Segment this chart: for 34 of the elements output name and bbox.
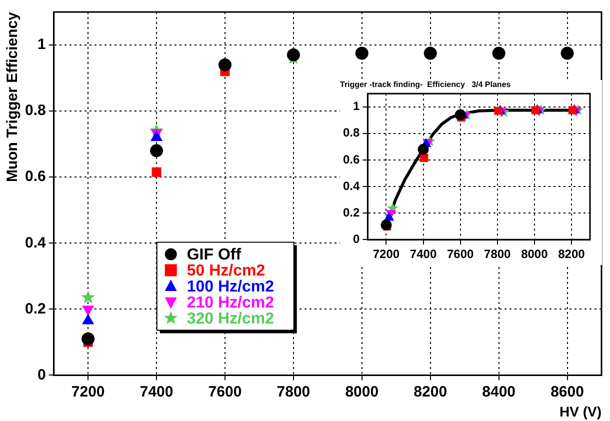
legend-label: GIF Off bbox=[186, 246, 242, 264]
y-axis-title: Muon Trigger Efficiency bbox=[4, 11, 22, 182]
x-tick-label: 7600 bbox=[208, 383, 242, 400]
y-tick-label: 0.6 bbox=[342, 152, 360, 166]
y-tick-label: 1 bbox=[352, 99, 360, 114]
legend-label: 100 Hz/cm2 bbox=[186, 278, 274, 296]
y-tick-label: 0 bbox=[38, 366, 46, 384]
y-tick-label: 1 bbox=[38, 36, 46, 54]
x-tick-label: 7400 bbox=[140, 383, 174, 400]
y-tick-label: 0.4 bbox=[342, 178, 360, 193]
legend-label: 320 Hz/cm2 bbox=[186, 310, 274, 328]
y-tick-label: 0.4 bbox=[24, 234, 46, 252]
legend-label: 50 Hz/cm2 bbox=[186, 262, 266, 280]
x-tick-label: 8000 bbox=[345, 383, 379, 400]
y-tick-label: 0.2 bbox=[24, 300, 46, 318]
x-tick-label: 7600 bbox=[446, 247, 474, 262]
x-tick-label: 7800 bbox=[484, 247, 512, 262]
x-axis-title: HV (V) bbox=[560, 403, 602, 420]
x-tick-label: 8400 bbox=[482, 383, 516, 400]
x-tick-label: 7200 bbox=[372, 247, 400, 262]
x-tick-label: 8000 bbox=[521, 247, 548, 262]
x-tick-label: 8600 bbox=[550, 383, 584, 400]
x-tick-label: 7800 bbox=[276, 383, 310, 400]
y-tick-label: 0.6 bbox=[24, 168, 46, 186]
x-tick-label: 7200 bbox=[71, 383, 105, 400]
x-tick-label: 7400 bbox=[410, 247, 437, 262]
x-tick-label: 8200 bbox=[414, 383, 448, 400]
y-tick-label: 0.8 bbox=[24, 102, 46, 120]
y-tick-label: 0 bbox=[352, 232, 360, 246]
y-tick-label: 0.2 bbox=[342, 205, 360, 220]
chart-title: Trigger -track finding- Efficiency 3/4 Planes bbox=[340, 80, 512, 90]
y-tick-label: 0.8 bbox=[342, 126, 360, 140]
legend-label: 210 Hz/cm2 bbox=[186, 294, 274, 312]
x-tick-label: 8200 bbox=[558, 247, 586, 262]
